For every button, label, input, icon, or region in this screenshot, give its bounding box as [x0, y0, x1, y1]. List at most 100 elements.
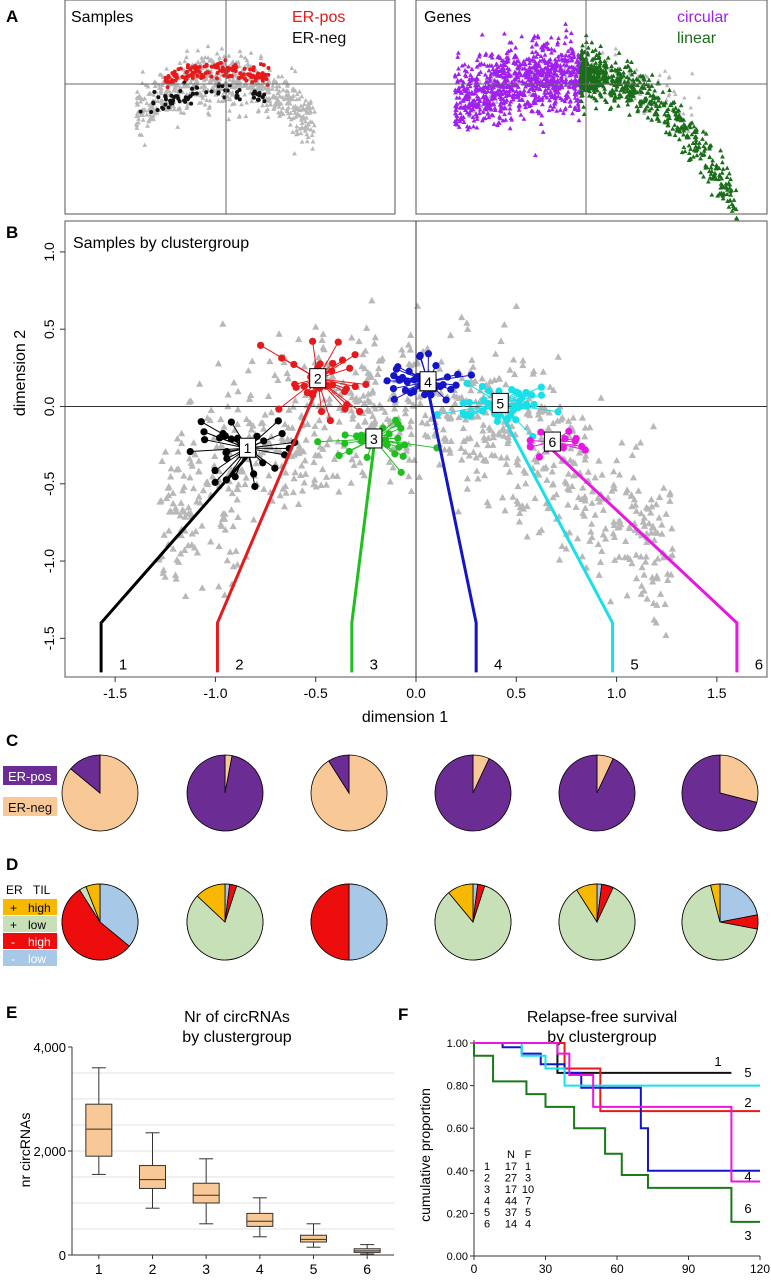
gene-linear-point — [675, 124, 680, 130]
cluster-bg-point — [189, 484, 198, 492]
gene-linear-point — [629, 59, 634, 65]
gene-linear-point — [726, 171, 732, 176]
gene-linear-point — [687, 156, 693, 161]
cluster-bg-point — [534, 411, 543, 418]
gene-circular-point — [528, 75, 534, 80]
cluster-bg-point — [588, 499, 596, 506]
cluster-bg-point — [352, 368, 360, 376]
cluster-bg-point — [416, 399, 424, 407]
cluster-bg-point — [173, 465, 181, 473]
gene-linear-point — [686, 123, 692, 128]
cluster-bg-point — [581, 424, 589, 431]
cluster-2-point — [309, 337, 317, 345]
cluster-6-point — [526, 443, 534, 451]
cluster-bg-point — [458, 456, 466, 463]
cluster-2-centroid-box — [309, 368, 327, 389]
sample-bg-point — [205, 43, 211, 49]
gene-linear-point — [641, 81, 647, 86]
cluster-bg-point — [525, 406, 533, 414]
cluster-bg-point — [569, 414, 577, 421]
gene-circular-point — [546, 46, 552, 51]
sample-er-pos-point — [186, 73, 191, 78]
gene-circular-point — [483, 79, 489, 84]
sample-er-pos-point — [173, 78, 178, 83]
gene-linear-point — [597, 64, 602, 69]
cluster-bg-point — [224, 402, 232, 410]
gene-linear-point — [624, 88, 630, 94]
gene-bg-point — [600, 50, 605, 55]
cluster-bg-point — [474, 475, 482, 482]
cluster-6-point — [565, 427, 573, 435]
gene-linear-point — [710, 176, 715, 181]
cluster-bg-point — [611, 556, 619, 563]
cluster-4-point — [390, 395, 398, 403]
cluster-bg-point — [350, 461, 358, 468]
cluster-bg-point — [525, 428, 534, 435]
gene-linear-point — [579, 98, 584, 104]
sample-bg-point — [281, 96, 287, 102]
cluster-bg-point — [407, 331, 415, 338]
cluster-bg-point — [182, 592, 190, 600]
cluster-bg-point — [418, 418, 426, 426]
gene-bg-point — [527, 92, 532, 97]
gene-circular-point — [501, 31, 507, 36]
cluster-bg-point — [463, 319, 471, 326]
sample-bg-point — [284, 83, 290, 88]
gene-linear-point — [615, 103, 621, 108]
pie-d-6-neg-low — [719, 883, 758, 923]
gene-circular-point — [505, 69, 511, 74]
gene-linear-point — [649, 98, 654, 103]
cluster-bg-point — [491, 350, 500, 357]
cluster-bg-point — [295, 442, 303, 449]
gene-circular-point — [576, 117, 582, 123]
cluster-bg-point — [615, 471, 624, 478]
gene-linear-point — [599, 68, 605, 73]
cluster-bg-point — [245, 432, 253, 440]
cluster-bg-point — [234, 480, 243, 488]
f-table-cluster: 6 — [484, 1219, 490, 1231]
cluster-bg-point — [461, 415, 470, 423]
gene-circular-point — [489, 51, 495, 56]
gene-circular-point — [572, 104, 578, 110]
gene-linear-point — [709, 192, 715, 197]
cluster-bg-point — [458, 374, 466, 382]
sample-bg-point — [226, 53, 232, 58]
cluster-3-point — [397, 468, 405, 476]
f-x-tick-label: 90 — [682, 1262, 696, 1276]
gene-linear-point — [662, 111, 668, 117]
sample-bg-point — [134, 89, 140, 94]
cluster-bg-point — [300, 362, 309, 370]
gene-linear-point — [644, 103, 650, 109]
cluster-bg-point — [486, 377, 494, 385]
gene-circular-point — [471, 118, 477, 123]
cluster-bg-point — [174, 448, 182, 455]
gene-linear-point — [727, 197, 733, 203]
sample-er-pos-point — [185, 69, 190, 74]
gene-circular-point — [532, 58, 538, 64]
cluster-bg-point — [531, 494, 539, 502]
gene-linear-point — [728, 176, 734, 182]
gene-circular-point — [567, 103, 573, 108]
sample-bg-point — [201, 83, 207, 88]
sample-bg-point — [256, 81, 262, 86]
gene-circular-point — [499, 67, 504, 72]
sample-bg-point — [276, 104, 282, 109]
gene-circular-point — [575, 82, 580, 87]
gene-linear-point — [689, 120, 695, 125]
sample-bg-point — [136, 116, 141, 121]
sample-bg-point — [202, 54, 208, 60]
gene-linear-point — [681, 144, 687, 150]
gene-circular-point — [552, 87, 558, 93]
cluster-bg-point — [623, 486, 631, 493]
sample-er-pos-point — [190, 65, 195, 70]
sample-bg-point — [267, 102, 273, 107]
cluster-4-point — [390, 372, 398, 380]
gene-circular-point — [477, 110, 482, 116]
e-y-tick-label: 2,000 — [33, 1144, 66, 1159]
cluster-bg-point — [213, 443, 221, 450]
cluster-bg-point — [637, 590, 645, 597]
cluster-5-point — [508, 386, 516, 394]
sample-bg-point — [286, 114, 292, 120]
x-tick-label: 0.5 — [507, 685, 527, 701]
cluster-bg-point — [211, 452, 219, 460]
